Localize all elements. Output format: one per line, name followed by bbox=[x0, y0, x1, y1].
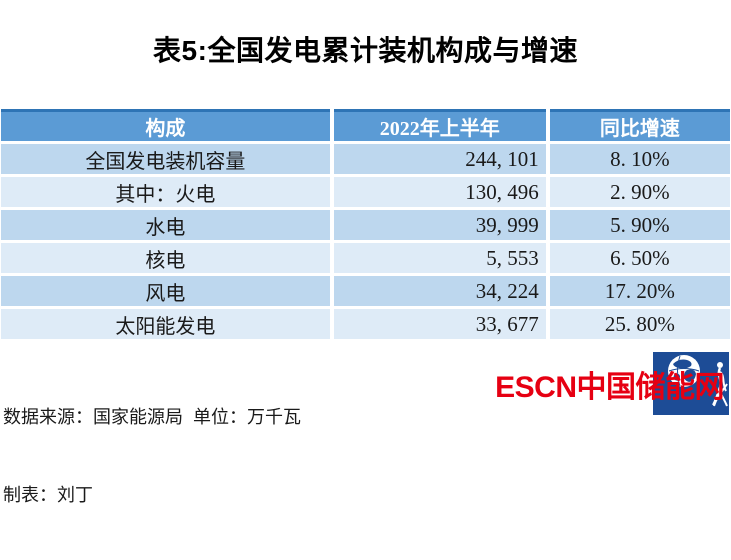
row-growth: 17. 20% bbox=[549, 276, 730, 306]
row-value: 244, 101 bbox=[333, 144, 546, 174]
row-growth: 8. 10% bbox=[549, 144, 730, 174]
row-category: 全国发电装机容量 bbox=[1, 144, 330, 174]
row-value: 130, 496 bbox=[333, 177, 546, 207]
escn-logo-text: ESCN中国储能网 bbox=[495, 371, 724, 404]
row-category: 风电 bbox=[1, 276, 330, 306]
row-category: 其中：火电 bbox=[1, 177, 330, 207]
table-header-row: 构成 2022年上半年 同比增速 bbox=[1, 109, 730, 141]
row-category: 水电 bbox=[1, 210, 330, 240]
row-growth: 6. 50% bbox=[549, 243, 730, 273]
table-maker-line: 制表：刘丁 bbox=[3, 485, 93, 505]
row-value: 33, 677 bbox=[333, 309, 546, 339]
column-header-growth: 同比增速 bbox=[549, 109, 730, 141]
column-header-composition: 构成 bbox=[1, 109, 330, 141]
row-value: 34, 224 bbox=[333, 276, 546, 306]
footer-notes: 数据来源：国家能源局 单位：万千瓦 制表：刘丁 bbox=[3, 352, 301, 560]
table-row: 其中：火电 130, 496 2. 90% bbox=[1, 177, 730, 207]
infographic-canvas: 表5:全国发电累计装机构成与增速 构成 2022年上半年 同比增速 全国发电装机… bbox=[0, 0, 731, 505]
person-icon bbox=[712, 362, 728, 407]
data-source-line: 数据来源：国家能源局 单位：万千瓦 bbox=[3, 407, 302, 427]
row-category: 核电 bbox=[1, 243, 330, 273]
table-row: 核电 5, 553 6. 50% bbox=[1, 243, 730, 273]
logo-square bbox=[653, 352, 729, 415]
row-value: 5, 553 bbox=[333, 243, 546, 273]
page-title: 表5:全国发电累计装机构成与增速 bbox=[153, 35, 578, 66]
row-value: 39, 999 bbox=[333, 210, 546, 240]
column-header-period: 2022年上半年 bbox=[333, 109, 546, 141]
table-row: 水电 39, 999 5. 90% bbox=[1, 210, 730, 240]
table-row: 风电 34, 224 17. 20% bbox=[1, 276, 730, 306]
table-row: 太阳能发电 33, 677 25. 80% bbox=[1, 309, 730, 339]
row-growth: 25. 80% bbox=[549, 309, 730, 339]
row-category: 太阳能发电 bbox=[1, 309, 330, 339]
row-growth: 2. 90% bbox=[549, 177, 730, 207]
table-row: 全国发电装机容量 244, 101 8. 10% bbox=[1, 144, 730, 174]
globe-icon bbox=[668, 355, 700, 387]
row-growth: 5. 90% bbox=[549, 210, 730, 240]
installed-capacity-table: 构成 2022年上半年 同比增速 全国发电装机容量 244, 101 8. 10… bbox=[0, 106, 731, 342]
